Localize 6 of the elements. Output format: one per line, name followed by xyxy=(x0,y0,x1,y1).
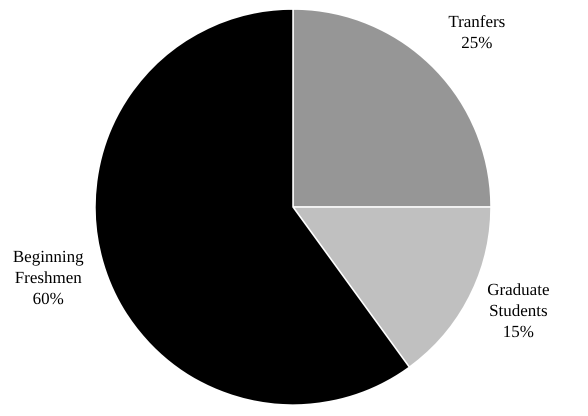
data-label: 15% xyxy=(502,322,534,341)
data-label: 25% xyxy=(461,32,492,52)
slice-label: Beginning Freshmen xyxy=(12,247,84,288)
slice-label: Graduate Students xyxy=(487,280,550,320)
data-label: 60% xyxy=(32,289,64,308)
slice-label: Tranfers xyxy=(448,12,506,31)
